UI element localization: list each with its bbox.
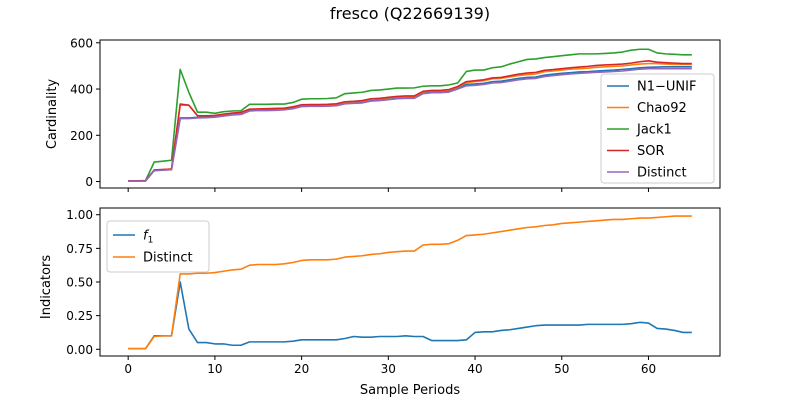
x-tick-label: 50 (554, 362, 569, 376)
y-tick-label: 0.50 (66, 276, 93, 290)
indicators-legend: f1 Distinct (106, 220, 210, 273)
series-line-distinct (128, 67, 692, 182)
x-tick-label: 60 (641, 362, 656, 376)
x-tick-label: 10 (207, 362, 222, 376)
legend-label: f1 (143, 229, 153, 246)
cardinality-y-axis-label: Cardinality (45, 79, 60, 150)
indicators-y-ticks: 0.00 0.25 0.50 0.75 1.00 (66, 208, 100, 357)
y-tick-label: 600 (70, 36, 93, 50)
y-tick-label: 200 (70, 129, 93, 143)
indicators-legend-box (106, 220, 210, 273)
legend-label: Distinct (143, 251, 193, 266)
indicators-y-axis-label: Indicators (39, 255, 54, 319)
y-tick-label: 1.00 (66, 208, 93, 222)
x-tick-label: 30 (381, 362, 396, 376)
x-axis-label: Sample Periods (360, 383, 460, 398)
legend-label: SOR (637, 144, 665, 159)
y-tick-label: 0.75 (66, 242, 93, 256)
legend-label: Jack1 (636, 123, 672, 138)
y-tick-label: 400 (70, 83, 93, 97)
series-line-jack1 (128, 48, 692, 182)
x-tick-label: 40 (467, 362, 482, 376)
series-line-f1 (128, 281, 692, 350)
cardinality-legend-box (600, 73, 715, 184)
x-tick-label: 20 (294, 362, 309, 376)
series-line-sor (128, 60, 692, 182)
y-tick-label: 0.00 (66, 343, 93, 357)
indicators-panel: 0 10 20 30 40 50 60 0.00 0.25 0.50 0.75 1.00 Indic… (39, 207, 721, 398)
legend-label: Distinct (637, 166, 687, 181)
legend-label: N1−UNIF (637, 80, 696, 95)
cardinality-series-group (128, 48, 692, 182)
y-tick-label: 0.25 (66, 309, 93, 323)
indicators-x-ticks: 0 10 20 30 40 50 60 (124, 356, 656, 376)
figure-title: fresco (Q22669139) (330, 4, 490, 23)
legend-label: Chao92 (637, 101, 687, 116)
cardinality-axes-frame (99, 39, 721, 189)
cardinality-y-ticks: 0 200 400 600 (70, 36, 100, 189)
series-line-distinct (128, 215, 692, 350)
y-tick-label: 0 (85, 175, 93, 189)
x-tick-label: 0 (124, 362, 132, 376)
indicators-series-group (128, 215, 692, 350)
cardinality-x-ticks (127, 188, 649, 192)
cardinality-panel: 0 200 400 600 Cardinality N1−UNIF Chao92 Jack… (45, 36, 721, 192)
cardinality-legend: N1−UNIF Chao92 Jack1 SOR Distinct (600, 73, 715, 184)
